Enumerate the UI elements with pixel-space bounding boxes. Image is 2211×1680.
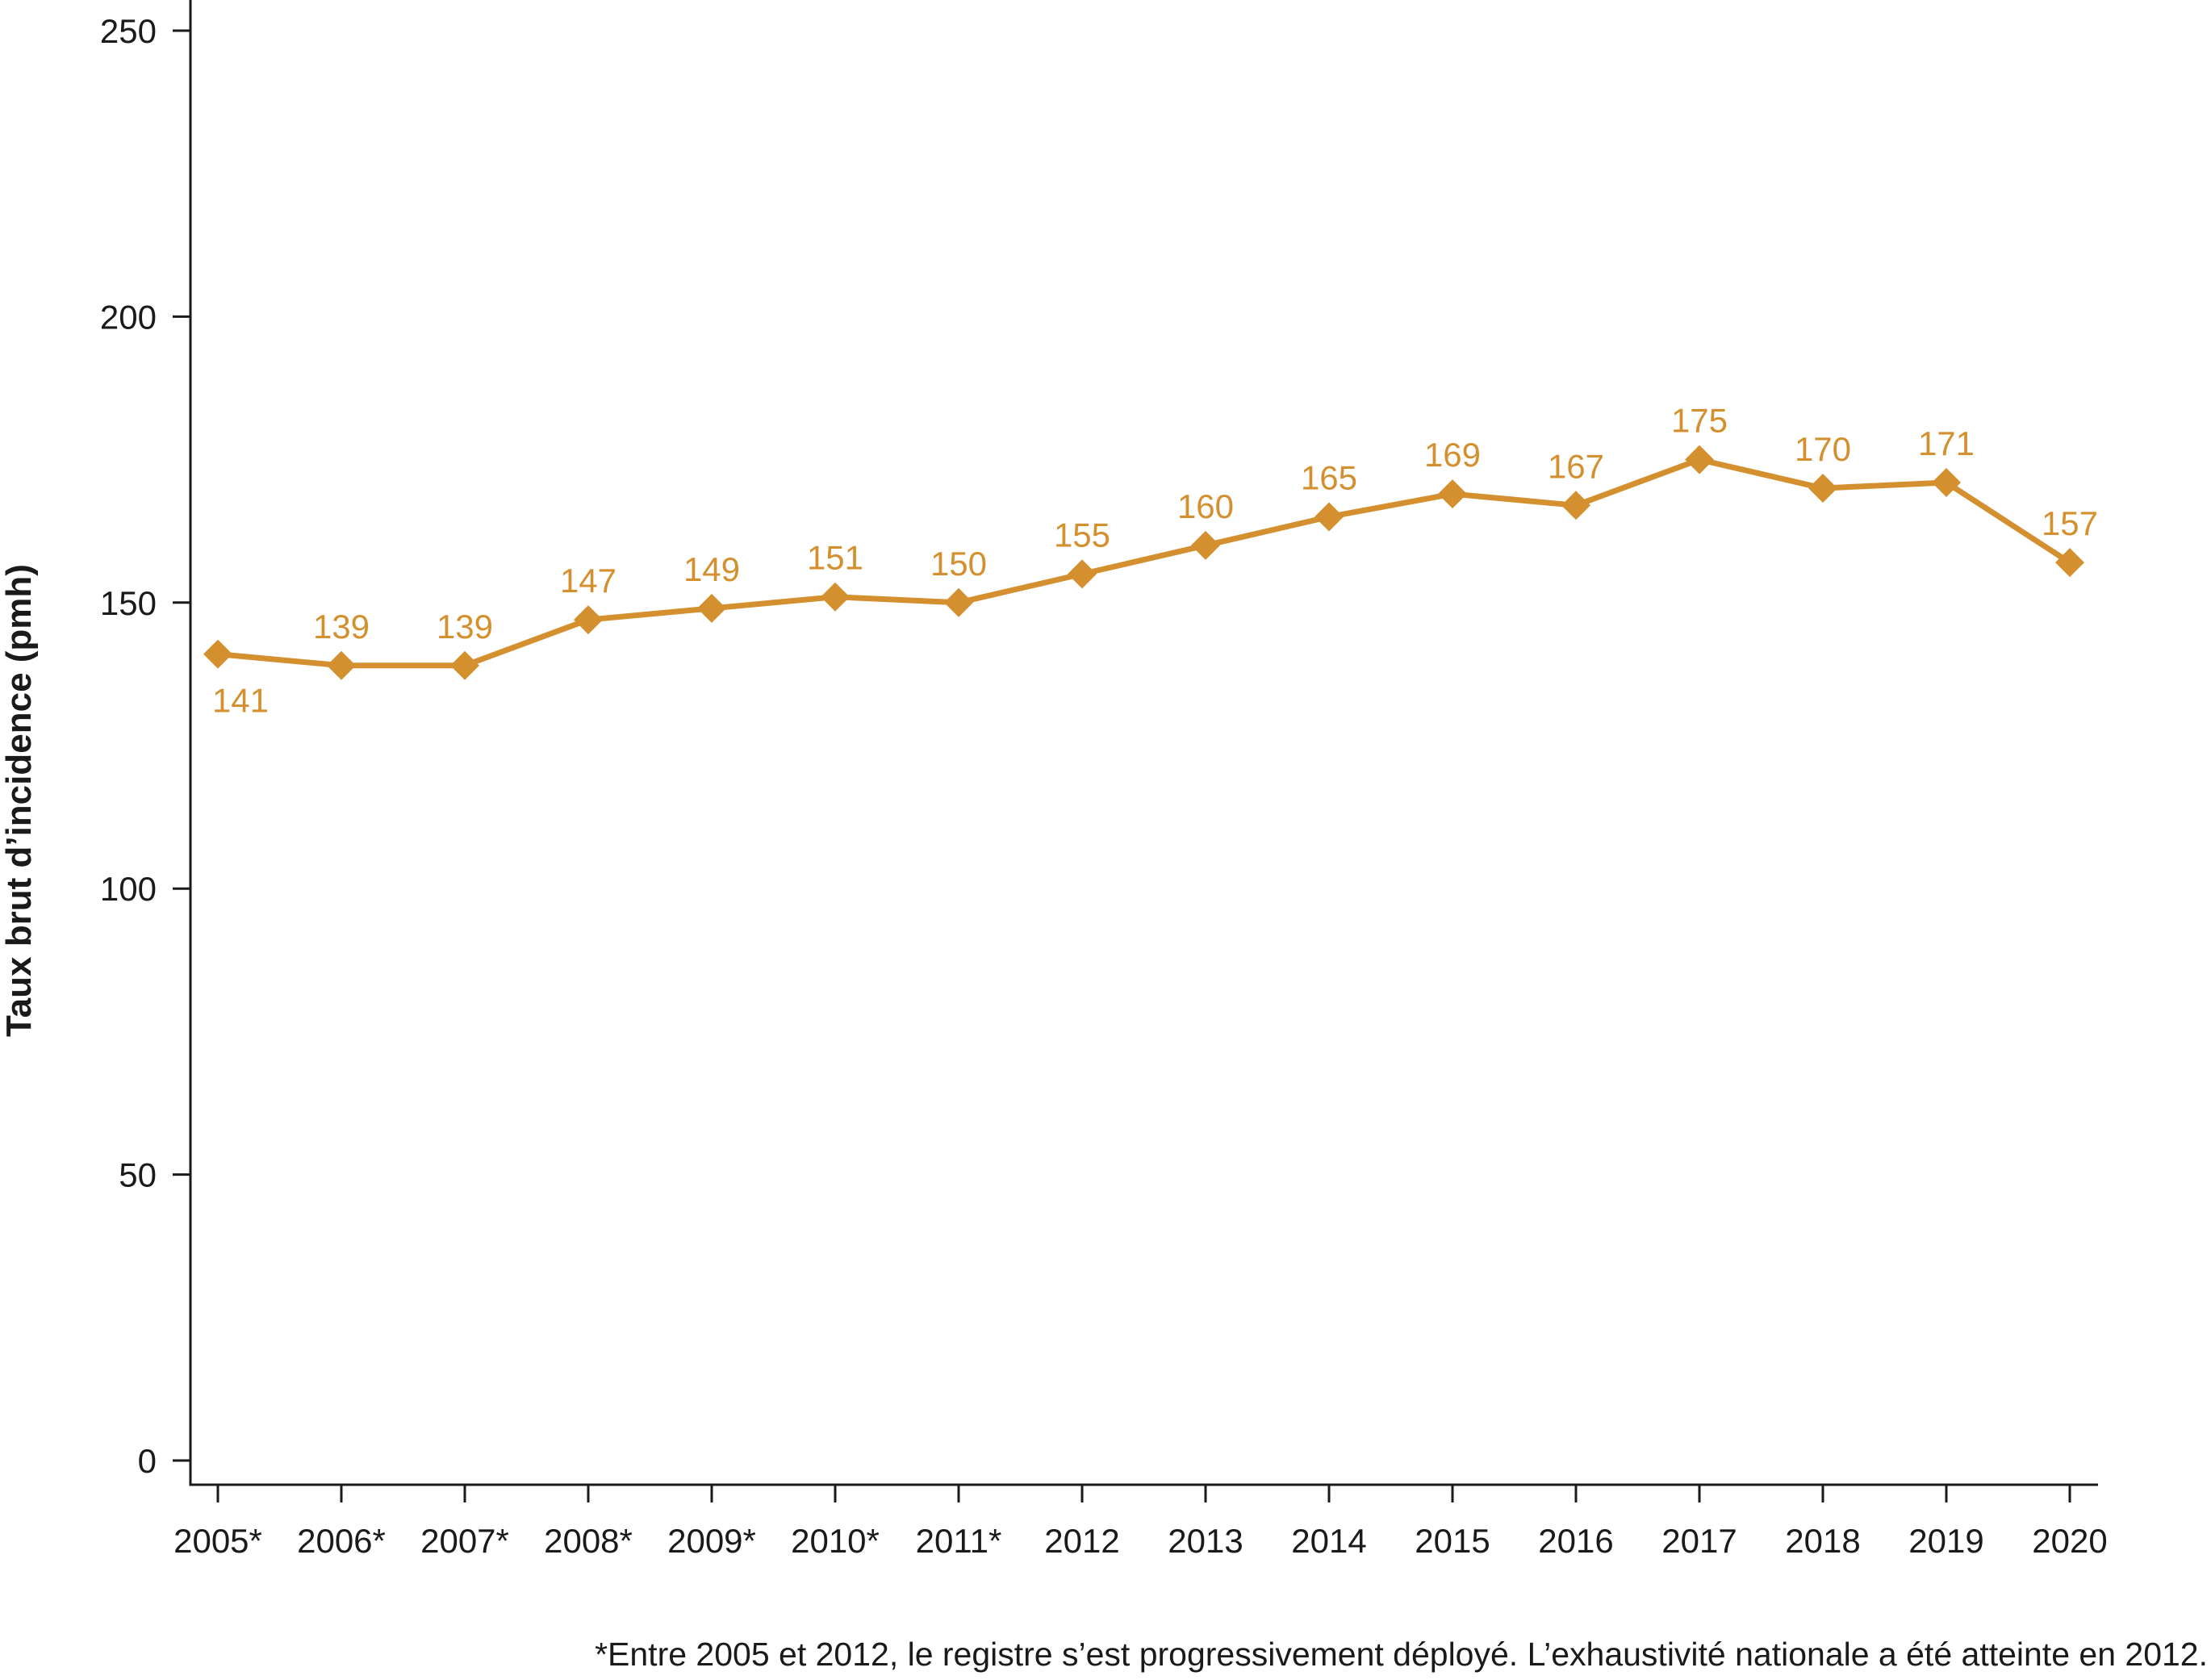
- data-point-marker: [1561, 491, 1590, 520]
- x-tick-label: 2012: [1044, 1522, 1119, 1560]
- x-tick-label: 2017: [1661, 1522, 1737, 1560]
- data-point-marker: [1068, 559, 1097, 589]
- x-tick-label: 2019: [1908, 1522, 1983, 1560]
- data-label: 149: [683, 550, 740, 588]
- x-tick-label: 2014: [1291, 1522, 1366, 1560]
- y-tick-label: 200: [100, 298, 157, 336]
- data-label: 169: [1424, 436, 1481, 474]
- data-labels: 141 139 139 147 149 151 150 155 160 165 169 167 175 1…: [212, 402, 2098, 720]
- data-label: 170: [1795, 430, 1851, 468]
- y-tick-label: 50: [119, 1156, 157, 1194]
- y-axis-ticks: 0 50 100 150 200 250: [100, 12, 190, 1480]
- x-tick-label: 2009*: [667, 1522, 756, 1560]
- data-point-marker: [697, 593, 726, 623]
- x-tick-label: 2007*: [420, 1522, 509, 1560]
- data-label: 150: [930, 545, 987, 583]
- axes: [189, 0, 2098, 1486]
- data-label: 175: [1671, 402, 1728, 440]
- series-line: [217, 457, 2071, 669]
- data-point-marker: [1438, 479, 1467, 509]
- y-tick-label: 0: [138, 1442, 157, 1480]
- data-label: 139: [313, 608, 370, 646]
- y-axis-title: Taux brut d’incidence (pmh): [0, 564, 39, 1037]
- data-point-marker: [1808, 474, 1837, 504]
- data-label: 171: [1918, 424, 1975, 462]
- data-point-marker: [1932, 467, 1961, 497]
- x-tick-label: 2018: [1785, 1522, 1860, 1560]
- series-group: [203, 445, 2084, 680]
- data-point-marker: [327, 650, 356, 680]
- x-tick-label: 2008*: [544, 1522, 633, 1560]
- data-point-marker: [944, 587, 973, 617]
- data-point-marker: [574, 605, 603, 635]
- data-point-marker: [203, 639, 232, 669]
- data-label: 157: [2042, 504, 2098, 542]
- y-tick-label: 250: [100, 12, 157, 50]
- footnote: *Entre 2005 et 2012, le registre s’est p…: [595, 1636, 2208, 1673]
- data-label: 147: [560, 562, 616, 600]
- x-tick-label: 2006*: [297, 1522, 386, 1560]
- x-tick-label: 2013: [1168, 1522, 1243, 1560]
- data-point-marker: [1191, 530, 1220, 560]
- x-tick-label: 2011*: [916, 1522, 1002, 1560]
- y-tick-label: 150: [100, 584, 157, 622]
- x-tick-label: 2015: [1415, 1522, 1490, 1560]
- data-point-marker: [450, 650, 479, 680]
- x-tick-label: 2010*: [791, 1522, 880, 1560]
- x-axis-ticks: 2005* 2006* 2007* 2008* 2009* 2010* 2011* 2012 2…: [173, 1485, 2108, 1560]
- data-point-marker: [1685, 445, 1714, 474]
- data-label: 139: [437, 608, 493, 646]
- data-point-marker: [821, 582, 850, 612]
- x-tick-label: 2005*: [173, 1522, 262, 1560]
- y-tick-label: 100: [100, 870, 157, 908]
- data-label: 160: [1177, 487, 1234, 525]
- x-tick-label: 2016: [1538, 1522, 1613, 1560]
- data-point-marker: [2055, 548, 2084, 578]
- data-label: 141: [212, 682, 269, 720]
- x-tick-label: 2020: [2032, 1522, 2107, 1560]
- data-label: 167: [1548, 447, 1604, 485]
- data-label: 155: [1054, 516, 1110, 554]
- data-label: 151: [807, 539, 863, 577]
- data-label: 165: [1301, 458, 1357, 496]
- data-point-marker: [1314, 502, 1344, 532]
